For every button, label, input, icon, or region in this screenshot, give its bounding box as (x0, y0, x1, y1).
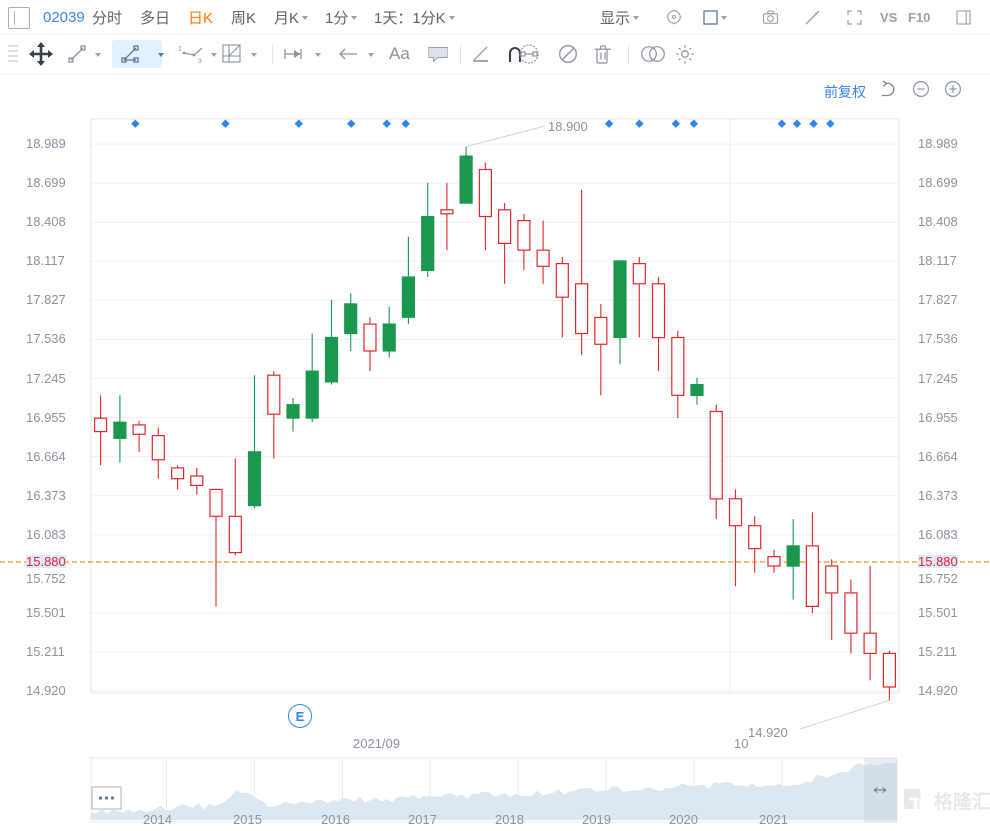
svg-text:14.920: 14.920 (748, 725, 788, 740)
svg-text:18.900: 18.900 (548, 119, 588, 134)
svg-text:1: 1 (178, 46, 182, 53)
svg-text:3: 3 (198, 58, 202, 64)
